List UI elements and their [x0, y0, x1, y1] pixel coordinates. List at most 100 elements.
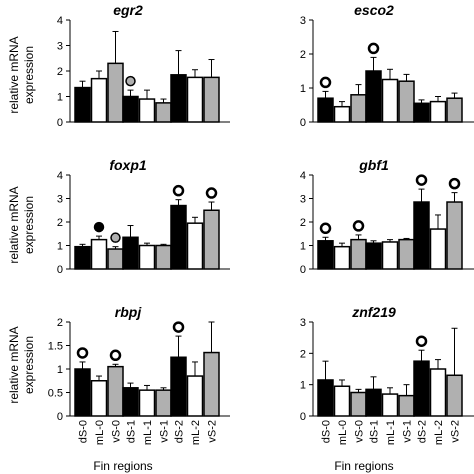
bar-mL-2 — [429, 368, 447, 417]
y-tick-label: 1 — [300, 83, 306, 95]
significance-marker — [205, 187, 218, 199]
bar-dS-2 — [170, 74, 187, 123]
x-tick-label: dS-2 — [174, 420, 186, 443]
y-tick-label: 0.5 — [48, 388, 63, 400]
y-tick-label: 3 — [300, 194, 306, 206]
bar-vS-2 — [446, 201, 463, 270]
bar-mL-2 — [429, 228, 447, 270]
panel-title: foxp1 — [109, 157, 147, 173]
y-axis-label-line-1: relative mRNA — [7, 186, 21, 263]
significance-marker — [110, 232, 121, 243]
panel-gbf1: gbf1 0 1 2 3 4 — [300, 157, 474, 276]
x-tick-label: dS-0 — [321, 420, 333, 443]
y-tick-label: 0 — [300, 264, 306, 276]
bar-vS-1 — [155, 244, 172, 270]
y-tick-label: 2 — [57, 217, 63, 229]
bar-mL-0 — [90, 77, 108, 123]
x-tick-label: dS-1 — [126, 420, 138, 443]
x-tick-label: vS-1 — [159, 420, 171, 443]
bar-mL-2 — [429, 100, 447, 123]
y-tick-label: 2 — [300, 348, 306, 360]
bar-dS-2 — [170, 204, 187, 270]
bar-mL-0 — [333, 105, 351, 123]
significance-marker — [367, 42, 380, 55]
bar-mL-0 — [90, 238, 108, 270]
y-tick-label: 4 — [57, 170, 63, 182]
x-axis-title-right: Fin regions — [334, 459, 393, 473]
bar-mL-1 — [138, 244, 156, 270]
x-tick-label: vS-0 — [111, 420, 123, 443]
x-tick-label: mL-1 — [385, 420, 397, 445]
y-axis-label-line-1: relative mRNA — [7, 36, 21, 113]
bar-vS-2 — [446, 374, 463, 417]
y-tick-label: 2 — [300, 217, 306, 229]
y-tick-label: 4 — [57, 15, 63, 27]
y-tick-label: 0 — [57, 411, 63, 423]
significance-marker — [172, 321, 185, 333]
y-tick-label: 0 — [57, 117, 63, 129]
bar-dS-2 — [170, 356, 187, 417]
panel-esco2: esco2 0 1 2 3 — [300, 2, 474, 129]
bar-mL-2 — [186, 375, 204, 417]
panel-title: gbf1 — [358, 157, 389, 173]
x-tick-label: dS-2 — [417, 420, 429, 443]
y-tick-label: 1 — [57, 241, 63, 253]
significance-marker — [172, 184, 185, 197]
significance-marker — [448, 177, 461, 190]
bar-dS-0 — [317, 97, 334, 123]
bar-vS-1 — [398, 394, 415, 417]
y-tick-label: 2 — [57, 317, 63, 329]
y-tick-label: 2 — [300, 49, 306, 61]
significance-marker — [109, 349, 122, 362]
x-tick-label: vS-0 — [354, 420, 366, 443]
bar-mL-2 — [186, 222, 204, 270]
bar-dS-0 — [74, 86, 91, 123]
bar-dS-1 — [365, 70, 382, 123]
bar-mL-0 — [90, 380, 108, 417]
significance-marker — [93, 221, 105, 233]
panel-foxp1: foxp1 0 1 2 3 4 — [57, 157, 230, 276]
bar-dS-1 — [122, 387, 139, 417]
bar-mL-1 — [138, 389, 156, 417]
y-tick-label: 2 — [57, 66, 63, 78]
y-tick-label: 1 — [57, 364, 63, 376]
bar-vS-0 — [350, 238, 367, 270]
x-tick-label: vS-2 — [207, 420, 219, 443]
significance-marker — [319, 222, 332, 235]
y-tick-label: 0 — [300, 411, 306, 423]
bar-dS-1 — [122, 95, 139, 123]
y-axis-label-line-2: expression — [22, 46, 36, 104]
bar-mL-2 — [186, 76, 204, 123]
bar-mL-1 — [381, 393, 399, 417]
y-tick-label: 0 — [57, 264, 63, 276]
bar-vS-2 — [203, 351, 220, 417]
significance-marker — [76, 347, 89, 359]
x-tick-label: mL-0 — [337, 420, 349, 445]
y-tick-label: 3 — [300, 15, 306, 27]
bar-dS-0 — [74, 368, 91, 417]
x-tick-label: dS-1 — [369, 420, 381, 443]
bar-mL-0 — [333, 385, 351, 417]
x-tick-label: vS-1 — [402, 420, 414, 443]
x-tick-label: mL-2 — [190, 420, 202, 445]
bar-vS-1 — [398, 80, 415, 123]
y-axis-label-line-2: expression — [22, 196, 36, 254]
bar-mL-0 — [333, 245, 351, 270]
y-tick-label: 0 — [300, 117, 306, 129]
chart-panels: egr2 0 1 2 3 4 esco2 0 1 2 3 foxp1 0 1 2 3 4 gbf1 0 1 2 3 4 rbp… — [48, 2, 474, 445]
x-axis-title-left: Fin regions — [93, 459, 152, 473]
significance-marker — [415, 335, 428, 347]
bar-vS-1 — [155, 389, 172, 417]
y-tick-label: 1 — [57, 92, 63, 104]
y-tick-label: 3 — [57, 41, 63, 53]
significance-marker — [415, 174, 428, 186]
y-tick-label: 1 — [300, 241, 306, 253]
bar-mL-1 — [138, 98, 156, 123]
bar-mL-1 — [381, 78, 399, 123]
bar-dS-2 — [413, 201, 430, 270]
y-tick-label: 3 — [57, 194, 63, 206]
bar-vS-0 — [107, 365, 124, 417]
panel-title: rbpj — [115, 304, 143, 320]
bar-dS-1 — [365, 242, 382, 270]
